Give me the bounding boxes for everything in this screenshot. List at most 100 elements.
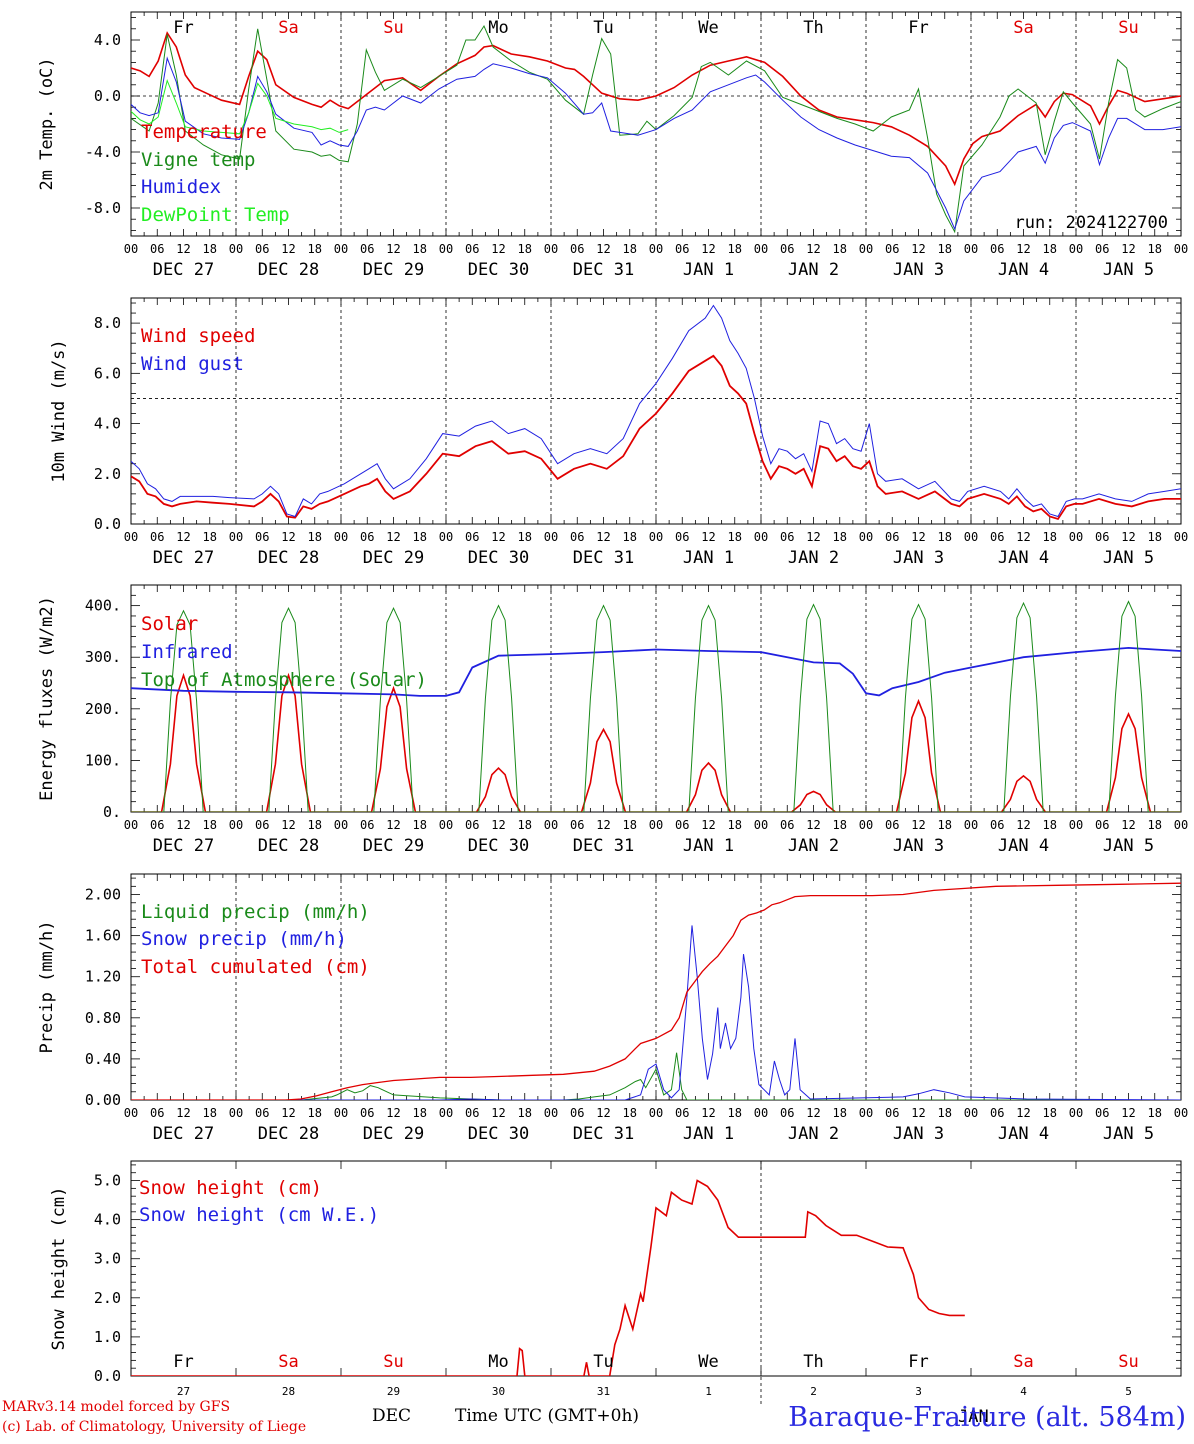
weekday-label: Mo bbox=[488, 1352, 508, 1372]
hour-tick-label: 12 bbox=[386, 530, 400, 544]
panel-1 bbox=[130, 11, 1182, 237]
date-label: JAN 5 bbox=[1103, 548, 1154, 568]
legend-entry: DewPoint Temp bbox=[141, 204, 290, 226]
hour-tick-label: 00 bbox=[859, 242, 873, 256]
hour-tick-label: 06 bbox=[255, 1106, 269, 1120]
y-tick-label: 400. bbox=[85, 597, 121, 615]
series-line-blue bbox=[131, 925, 1181, 1100]
hour-tick-label: 06 bbox=[885, 242, 899, 256]
y-tick-label: 4.0 bbox=[94, 31, 121, 49]
weekday-label: Su bbox=[1118, 18, 1138, 38]
date-label: DEC 30 bbox=[468, 548, 529, 568]
hour-tick-label: 06 bbox=[1095, 1106, 1109, 1120]
day-number-label: 29 bbox=[387, 1385, 400, 1398]
hour-tick-label: 18 bbox=[728, 1106, 742, 1120]
hour-tick-label: 06 bbox=[360, 818, 374, 832]
run-label: run: 2024122700 bbox=[1014, 213, 1168, 233]
series-group bbox=[131, 600, 1181, 812]
legend-entry: Snow height (cm W.E.) bbox=[139, 1204, 379, 1226]
panel-2 bbox=[130, 297, 1182, 525]
hour-tick-label: 12 bbox=[176, 1106, 190, 1120]
hour-tick-label: 06 bbox=[150, 530, 164, 544]
series-line-blue bbox=[131, 56, 1181, 231]
hour-tick-label: 18 bbox=[413, 1106, 427, 1120]
hour-tick-label: 18 bbox=[728, 242, 742, 256]
hour-tick-label: 18 bbox=[203, 242, 217, 256]
hour-tick-label: 00 bbox=[229, 242, 243, 256]
date-label: DEC 27 bbox=[153, 548, 214, 568]
hour-tick-label: 06 bbox=[570, 530, 584, 544]
y-axis-label: Energy fluxes (W/m2) bbox=[37, 596, 57, 801]
date-label: DEC 31 bbox=[573, 260, 634, 280]
hour-tick-label: 12 bbox=[911, 242, 925, 256]
y-tick-label: 2.0 bbox=[94, 465, 121, 483]
date-label: DEC 30 bbox=[468, 1124, 529, 1144]
hour-tick-label: 18 bbox=[203, 818, 217, 832]
weekday-label: Th bbox=[803, 18, 823, 38]
station-title: Baraque-Fraiture (alt. 584m) bbox=[788, 1402, 1186, 1433]
hour-tick-label: 12 bbox=[1016, 1106, 1030, 1120]
hour-tick-label: 00 bbox=[649, 242, 663, 256]
hour-tick-label: 18 bbox=[308, 1106, 322, 1120]
weekday-label: Fr bbox=[173, 1352, 193, 1372]
hour-tick-label: 18 bbox=[938, 818, 952, 832]
panel-4 bbox=[130, 873, 1182, 1101]
date-label: DEC 28 bbox=[258, 1124, 319, 1144]
date-label: JAN 2 bbox=[788, 836, 839, 856]
hour-tick-label: 12 bbox=[596, 242, 610, 256]
legend-entry: Snow precip (mm/h) bbox=[141, 928, 347, 950]
hour-tick-label: 12 bbox=[1016, 818, 1030, 832]
hour-tick-label: 12 bbox=[1016, 242, 1030, 256]
hour-tick-label: 06 bbox=[885, 1106, 899, 1120]
y-tick-label: 5.0 bbox=[94, 1172, 121, 1190]
hour-tick-label: 12 bbox=[911, 530, 925, 544]
hour-tick-label: 00 bbox=[859, 1106, 873, 1120]
hour-tick-label: 06 bbox=[255, 818, 269, 832]
legend-entry: Wind speed bbox=[141, 325, 255, 347]
weekday-label: Fr bbox=[908, 18, 928, 38]
hour-tick-label: 06 bbox=[465, 242, 479, 256]
date-label: JAN 4 bbox=[998, 260, 1049, 280]
hour-tick-label: 00 bbox=[229, 1106, 243, 1120]
weekday-label: Sa bbox=[278, 18, 298, 38]
hour-tick-label: 18 bbox=[518, 530, 532, 544]
date-label: JAN 1 bbox=[683, 260, 734, 280]
hour-tick-label: 06 bbox=[990, 818, 1004, 832]
day-number-label: 1 bbox=[705, 1385, 712, 1398]
hour-tick-label: 18 bbox=[1043, 818, 1057, 832]
hour-tick-label: 18 bbox=[728, 530, 742, 544]
date-label: DEC 29 bbox=[363, 1124, 424, 1144]
hour-tick-label: 12 bbox=[596, 1106, 610, 1120]
y-tick-label: 100. bbox=[85, 751, 121, 769]
hour-tick-label: 06 bbox=[675, 242, 689, 256]
hour-tick-label: 12 bbox=[806, 530, 820, 544]
time-axis-label: Time UTC (GMT+0h) bbox=[455, 1406, 640, 1426]
date-label: JAN 3 bbox=[893, 836, 944, 856]
hour-tick-label: 18 bbox=[833, 818, 847, 832]
hour-tick-label: 12 bbox=[491, 1106, 505, 1120]
hour-tick-label: 00 bbox=[229, 530, 243, 544]
hour-tick-label: 12 bbox=[281, 242, 295, 256]
series-group bbox=[131, 1179, 965, 1376]
hour-tick-label: 06 bbox=[780, 818, 794, 832]
day-number-label: 30 bbox=[492, 1385, 505, 1398]
hour-tick-label: 00 bbox=[124, 818, 138, 832]
legend-entry: Infrared bbox=[141, 641, 233, 663]
date-label: DEC 28 bbox=[258, 548, 319, 568]
hour-tick-label: 18 bbox=[833, 530, 847, 544]
date-label: JAN 2 bbox=[788, 260, 839, 280]
hour-tick-label: 00 bbox=[649, 530, 663, 544]
weekday-label: Su bbox=[1118, 1352, 1138, 1372]
hour-tick-label: 12 bbox=[701, 242, 715, 256]
hour-tick-label: 18 bbox=[623, 530, 637, 544]
hour-tick-label: 00 bbox=[754, 242, 768, 256]
hour-tick-label: 06 bbox=[360, 1106, 374, 1120]
month-label: DEC bbox=[372, 1406, 412, 1426]
panel-3 bbox=[130, 584, 1182, 813]
y-tick-label: 0.0 bbox=[94, 87, 121, 105]
hour-tick-label: 12 bbox=[491, 530, 505, 544]
hour-tick-label: 06 bbox=[465, 818, 479, 832]
weekday-label: Tu bbox=[593, 18, 613, 38]
hour-tick-label: 12 bbox=[491, 818, 505, 832]
lab-credit: (c) Lab. of Climatology, University of L… bbox=[2, 1419, 307, 1435]
